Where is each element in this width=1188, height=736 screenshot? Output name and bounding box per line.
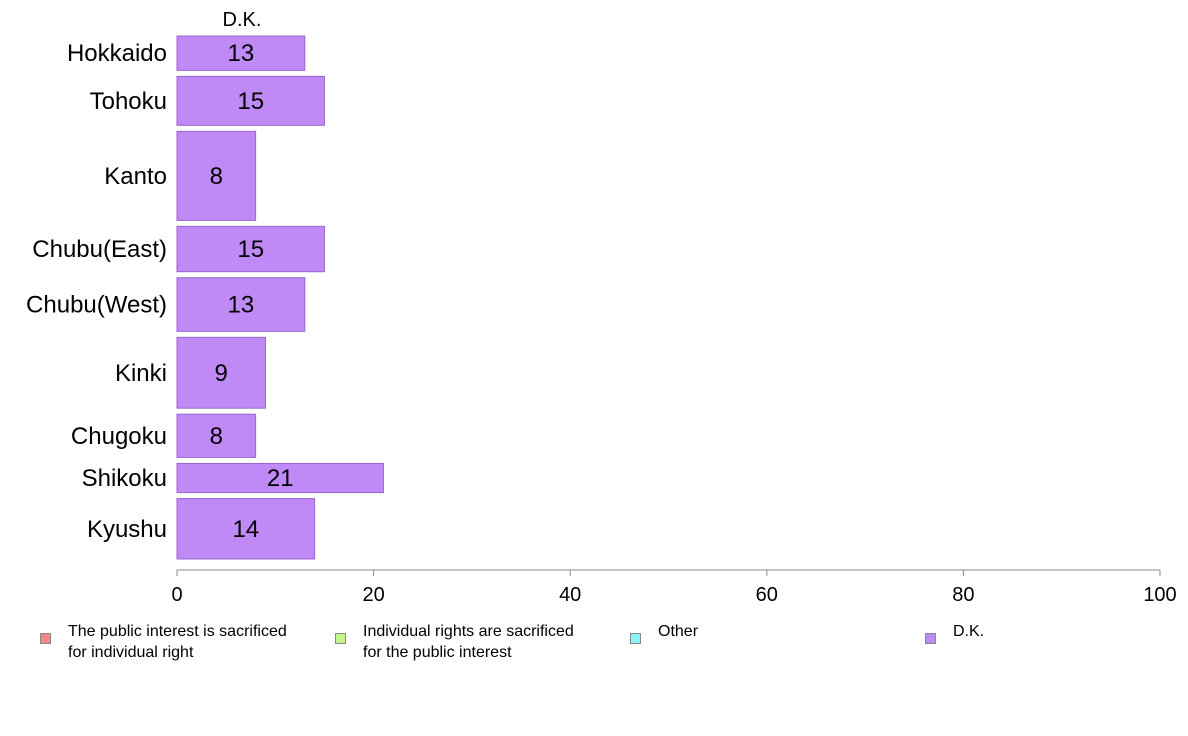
category-label: Kyushu	[87, 516, 167, 543]
chart: Hokkaido Tohoku Kanto Chubu(East) Chubu(West…	[26, 9, 1177, 606]
data-label: 15	[237, 88, 264, 115]
x-tick-label: 80	[952, 584, 974, 606]
bar	[176, 462, 384, 494]
legend-label: The public interest is sacrificed for in…	[68, 623, 287, 661]
bar	[176, 277, 306, 332]
bar	[176, 498, 316, 560]
x-tick-label: 60	[756, 584, 778, 606]
x-axis: 0 20 40 60 80 100	[171, 569, 1177, 606]
legend: The public interest is sacrificed for in…	[0, 621, 1188, 665]
category-label: Chubu(East)	[32, 236, 167, 263]
category-label: Hokkaido	[67, 40, 167, 67]
data-label: 13	[228, 40, 255, 67]
legend-swatch	[630, 633, 641, 644]
category-label: Shikoku	[82, 465, 167, 492]
legend-item-dk: D.K.	[925, 621, 984, 644]
data-label: 15	[237, 236, 264, 263]
column-header: D.K.	[223, 9, 262, 31]
category-label: Chubu(West)	[26, 292, 167, 319]
x-tick-label: 20	[362, 584, 384, 606]
legend-swatch	[335, 633, 346, 644]
bar	[176, 336, 266, 409]
data-labels: 13 15 8 15 13 9 8 21 14	[210, 40, 294, 543]
data-label: 8	[210, 423, 223, 450]
bar	[176, 75, 325, 126]
legend-item-public-interest: The public interest is sacrificed for in…	[40, 621, 287, 663]
x-tick-label: 100	[1143, 584, 1176, 606]
legend-swatch	[40, 633, 51, 644]
category-label: Kinki	[115, 360, 167, 387]
legend-swatch	[925, 633, 936, 644]
x-tick-label: 40	[559, 584, 581, 606]
x-tick-label: 0	[171, 584, 182, 606]
data-label: 8	[210, 163, 223, 190]
bar	[176, 35, 306, 71]
category-label: Tohoku	[90, 88, 167, 115]
bar	[176, 225, 325, 273]
legend-label: D.K.	[953, 623, 985, 640]
bars	[176, 35, 384, 560]
data-label: 14	[232, 516, 259, 543]
legend-label: Other	[658, 623, 699, 640]
category-label: Chugoku	[71, 423, 167, 450]
data-label: 21	[267, 465, 294, 492]
data-label: 9	[215, 360, 228, 387]
category-labels: Hokkaido Tohoku Kanto Chubu(East) Chubu(West…	[26, 40, 167, 543]
legend-item-other: Other	[630, 621, 698, 644]
bar	[176, 413, 257, 458]
legend-item-individual-rights: Individual rights are sacrificed for the…	[335, 621, 574, 663]
bar	[176, 130, 257, 221]
data-label: 13	[228, 292, 255, 319]
legend-label: Individual rights are sacrificed for the…	[363, 623, 574, 661]
category-label: Kanto	[104, 163, 167, 190]
